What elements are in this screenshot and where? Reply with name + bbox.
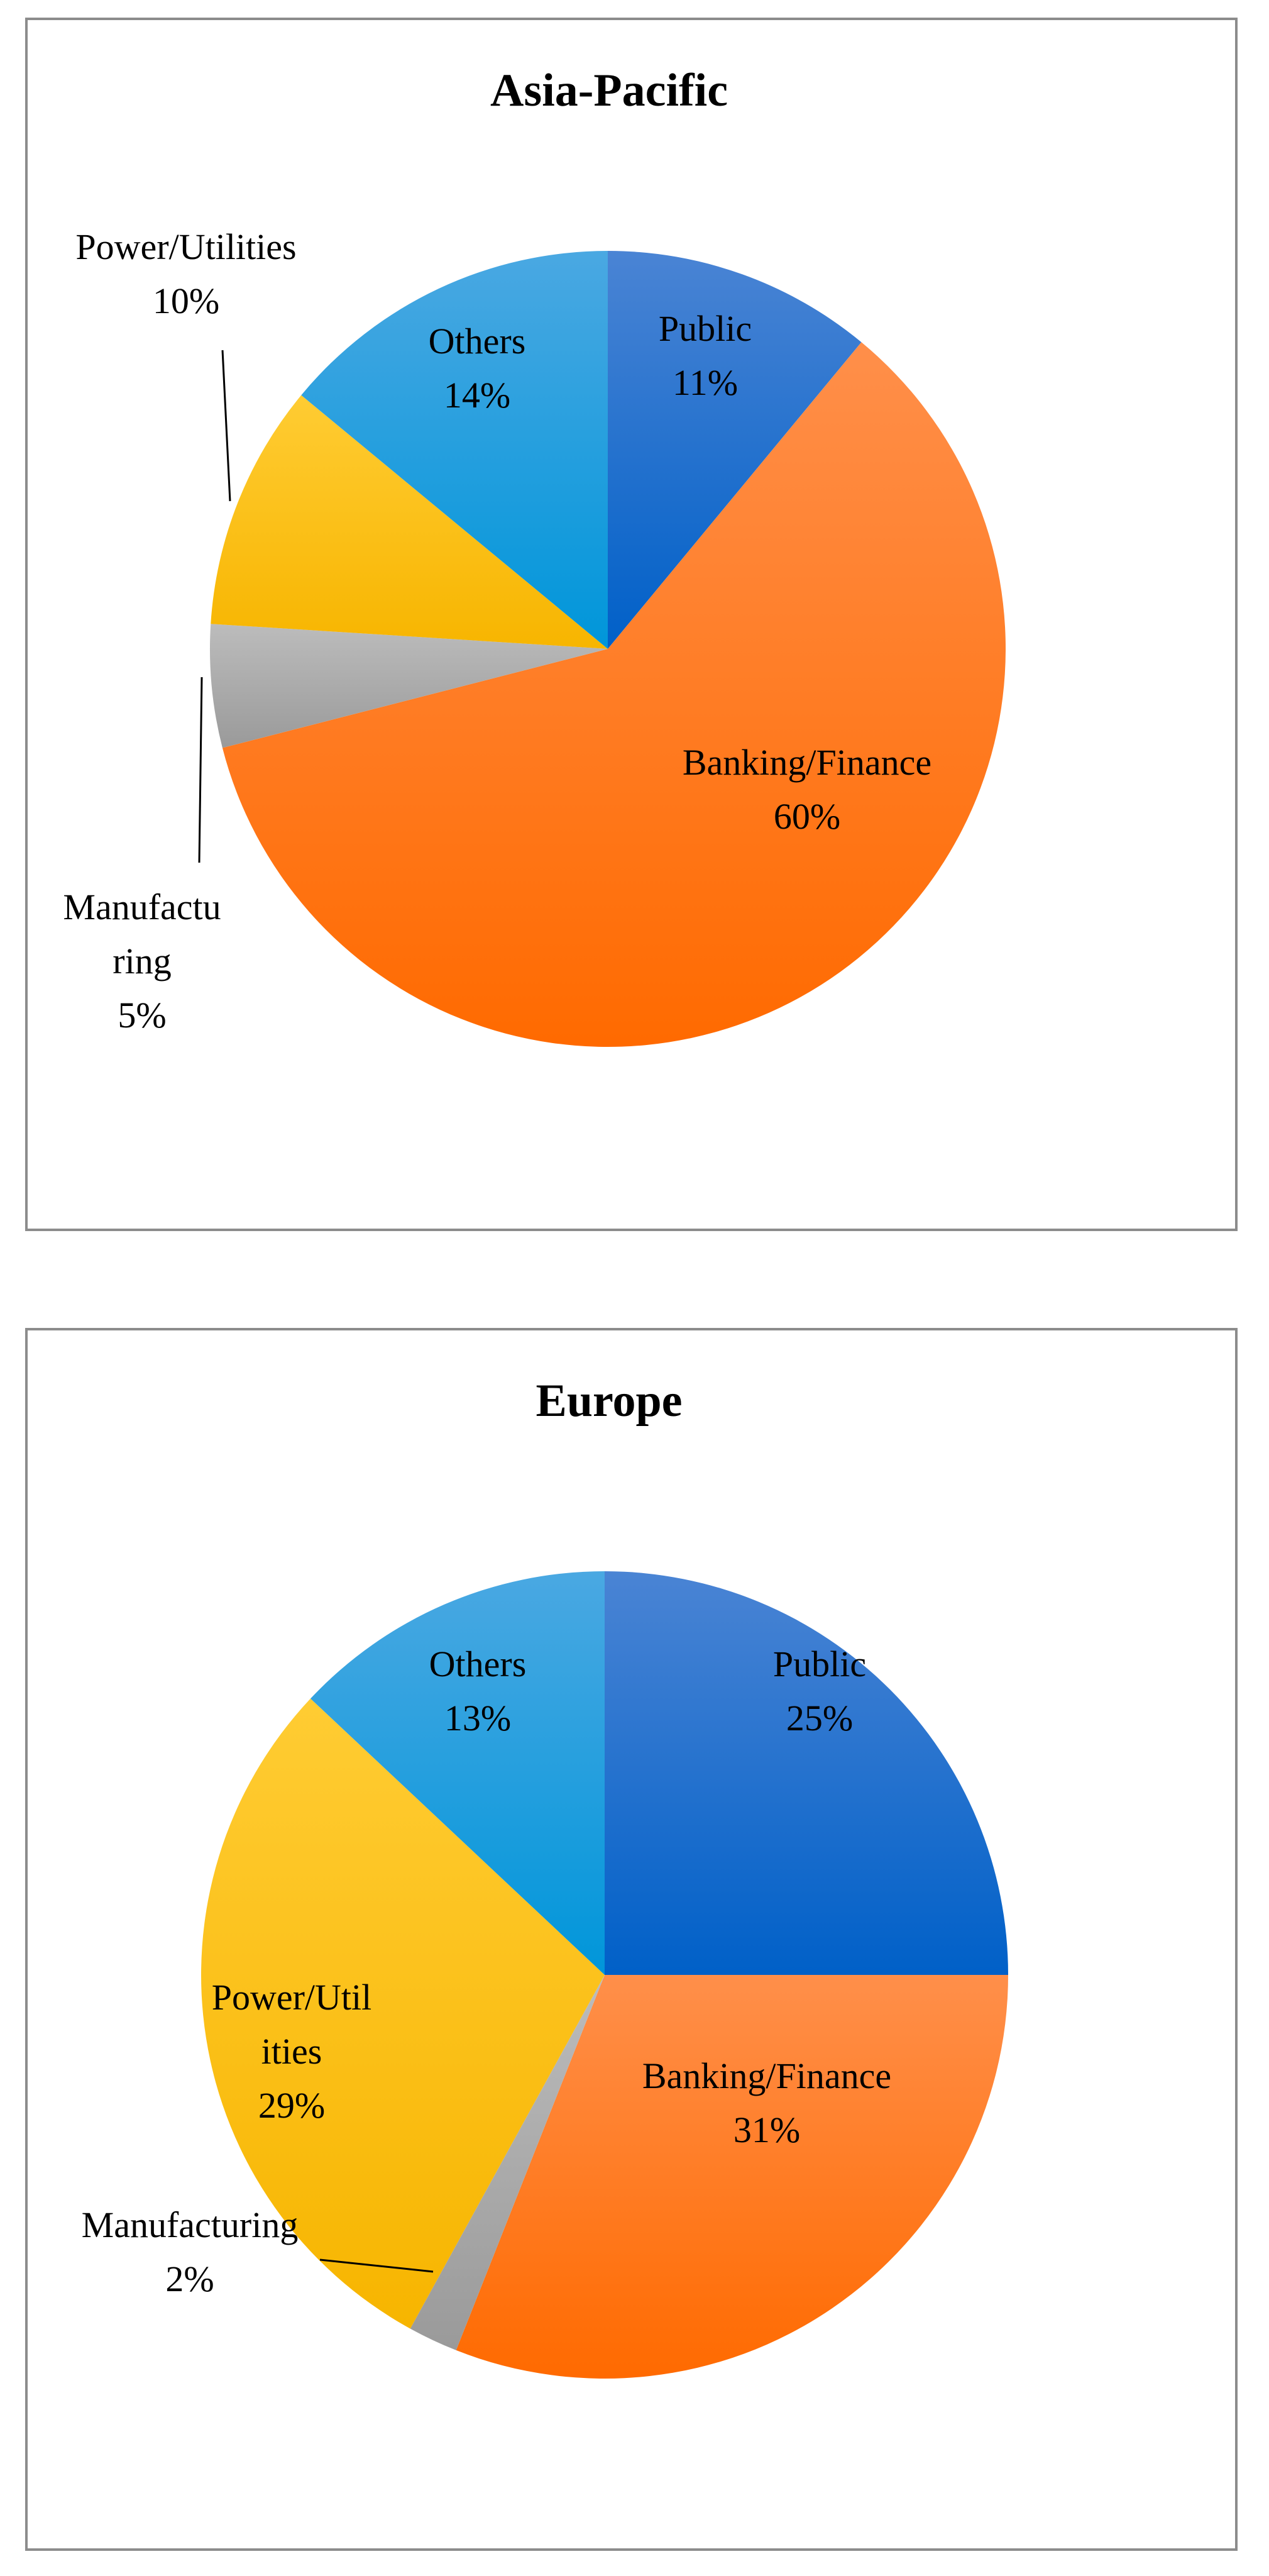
europe-slice-others (310, 1571, 605, 1975)
asia-pacific-chart-panel: Asia-Pacific Public 11% Banking/Finance 60% M… (25, 18, 1238, 1231)
asia-pacific-chart-title: Asia-Pacific (490, 65, 728, 116)
asia-pacific-leader-line-power-utilities (221, 350, 231, 502)
europe-chart-panel: Europe Public 25% Banking/Finance 31% Manufac… (25, 1328, 1238, 2551)
asia-pacific-leader-line-manufacturing (198, 677, 203, 863)
asia-pacific-slice-others (301, 251, 608, 649)
asia-pacific-slice-banking-finance (222, 342, 1006, 1048)
europe-label-banking-finance: Banking/Finance 31% (642, 2055, 891, 2150)
asia-pacific-slice-public (608, 251, 862, 649)
asia-pacific-label-others: Others 14% (429, 321, 526, 416)
europe-slice-power-utilities (201, 1698, 605, 2329)
europe-label-power-utilities: Power/Util ities 29% (212, 1977, 372, 2126)
europe-slice-manufacturing (410, 1975, 605, 2350)
europe-label-manufacturing: Manufacturing 2% (82, 2204, 299, 2299)
asia-pacific-label-banking-finance: Banking/Finance 60% (683, 742, 931, 837)
asia-pacific-label-manufacturing: Manufactu ring 5% (63, 887, 221, 1036)
europe-leader-line-manufacturing (319, 2258, 434, 2273)
europe-pie-chart: Europe Public 25% Banking/Finance 31% Manufac… (82, 1375, 1008, 2379)
asia-pacific-label-public: Public 11% (659, 308, 752, 403)
europe-slice-banking-finance (456, 1975, 1008, 2379)
asia-pacific-slice-manufacturing (210, 624, 608, 748)
europe-label-public: Public 25% (773, 1644, 866, 1739)
asia-pacific-slice-power-utilities (211, 395, 608, 649)
europe-chart-title: Europe (536, 1375, 682, 1427)
europe-slice-public (605, 1571, 1008, 1975)
europe-label-others: Others 13% (429, 1644, 527, 1739)
asia-pacific-pie-chart: Asia-Pacific Public 11% Banking/Finance 60% M… (63, 65, 1006, 1048)
asia-pacific-label-power-utilities: Power/Utilities 10% (75, 226, 296, 321)
